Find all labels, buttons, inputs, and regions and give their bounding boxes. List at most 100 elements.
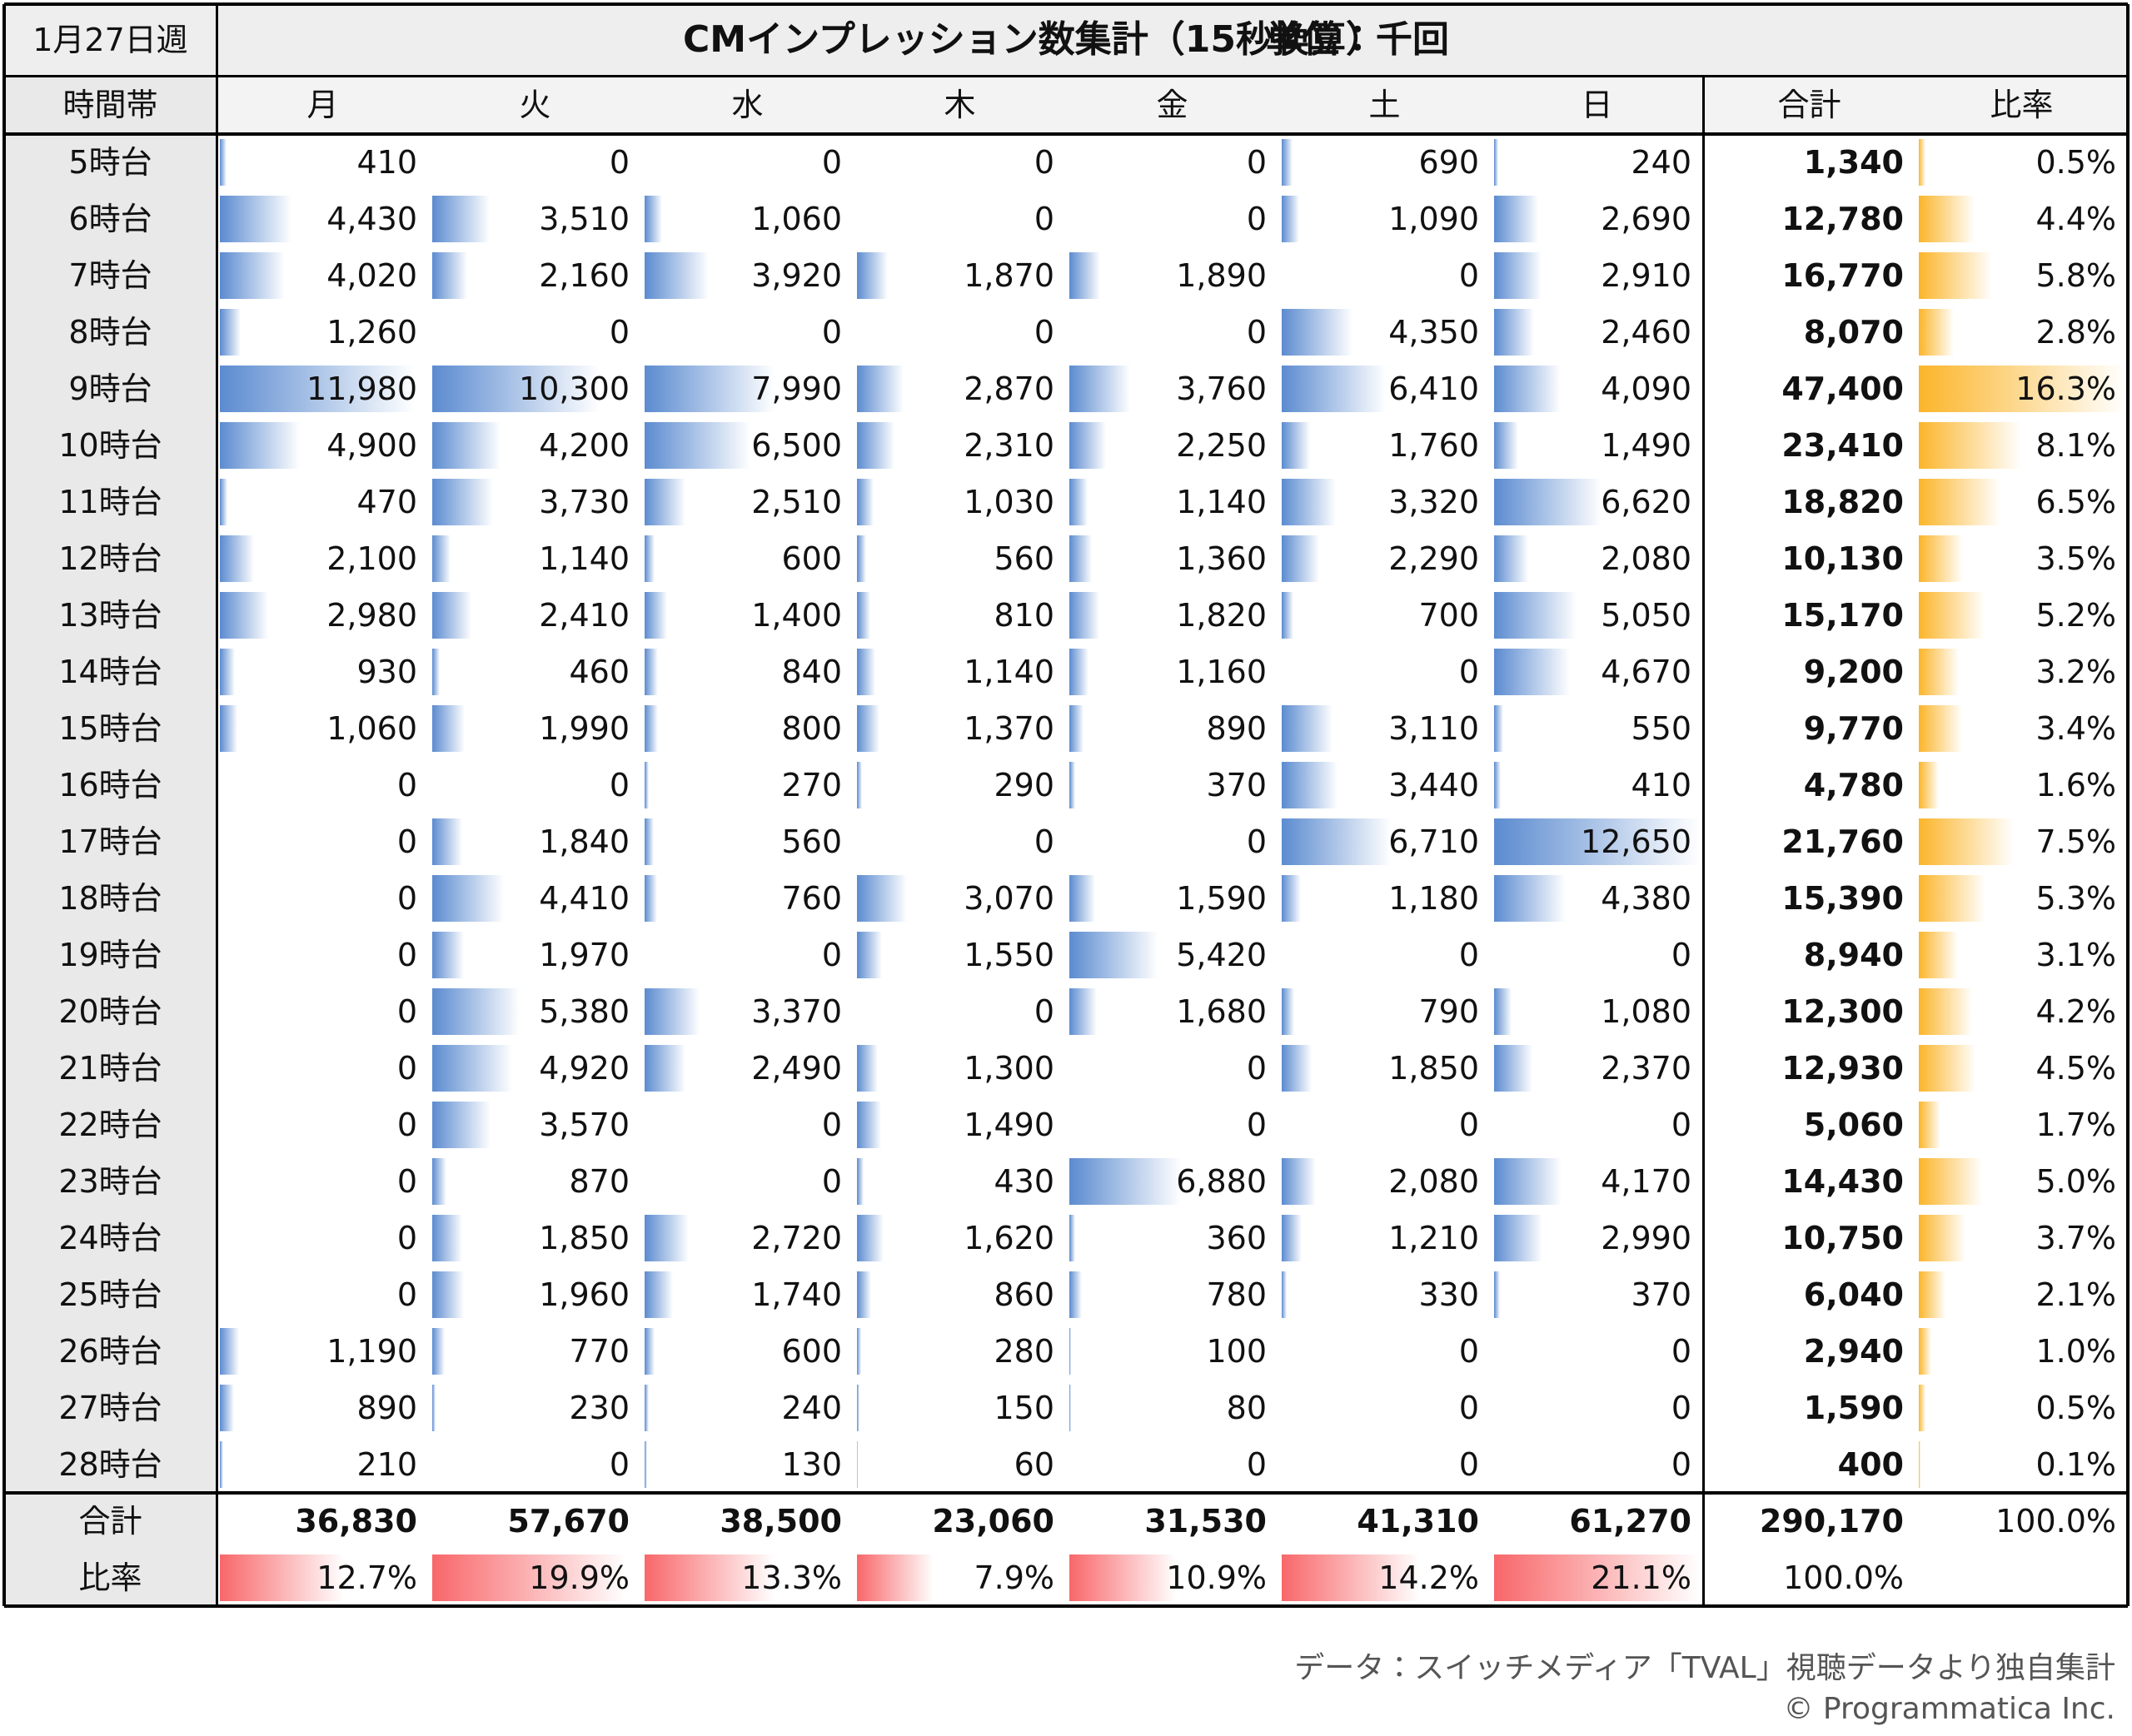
data-bar: [1282, 1554, 1421, 1601]
cell-value: 0: [1671, 1446, 1691, 1483]
data-bar: [1069, 1385, 1071, 1431]
data-bar: [432, 875, 505, 922]
row-ratio: 4.4%: [2035, 201, 2116, 237]
cell-value: 0: [821, 1163, 842, 1200]
cell-value: 4,410: [539, 880, 630, 917]
cell-value: 1,760: [1388, 427, 1479, 464]
row-ratio: 3.1%: [2035, 937, 2116, 973]
data-bar: [857, 252, 888, 299]
data-bar: [1919, 875, 1986, 922]
cell-value: 1,360: [1176, 540, 1267, 577]
data-bar: [1919, 196, 1975, 242]
data-bar: [1069, 762, 1076, 808]
data-bar: [432, 1102, 491, 1148]
row-ratio: 3.4%: [2035, 710, 2116, 747]
hour-label: 14時台: [58, 654, 162, 690]
data-bar: [857, 1554, 934, 1601]
footnote: © Programmatica Inc.: [1783, 1692, 2115, 1726]
data-bar: [432, 1271, 465, 1318]
data-bar: [1282, 1271, 1288, 1318]
data-bar: [1919, 309, 1955, 356]
hour-label: 24時台: [58, 1220, 162, 1256]
cell-value: 4,200: [539, 427, 630, 464]
hour-label: 28時台: [58, 1446, 162, 1483]
data-bar: [857, 479, 874, 525]
row-ratio: 2.8%: [2035, 314, 2116, 351]
cell-value: 5,420: [1176, 937, 1267, 973]
rule: [2, 4, 6, 1606]
row-ratio: 4.5%: [2035, 1050, 2116, 1087]
data-bar: [1069, 592, 1099, 639]
cell-value: 1,620: [964, 1220, 1054, 1256]
row-total: 15,390: [1781, 880, 1904, 917]
cell-value: 1,680: [1176, 993, 1267, 1030]
cell-value: 150: [994, 1390, 1054, 1426]
data-bar: [857, 1441, 859, 1488]
data-bar: [1069, 1554, 1176, 1601]
cell-value: 4,900: [326, 427, 417, 464]
hour-label: 7時台: [68, 257, 152, 294]
cell-value: 1,090: [1388, 201, 1479, 237]
data-bar: [1069, 932, 1158, 978]
data-bar: [1282, 988, 1295, 1035]
cell-value: 0: [1246, 823, 1267, 860]
cell-value: 0: [396, 937, 417, 973]
data-bar: [1069, 479, 1088, 525]
cell-value: 370: [1206, 767, 1267, 803]
data-bar: [432, 1554, 626, 1601]
cell-value: 210: [356, 1446, 417, 1483]
data-bar: [432, 1385, 436, 1431]
row-total: 1,340: [1803, 144, 1904, 181]
data-bar: [220, 366, 415, 412]
data-bar: [857, 762, 862, 808]
row-ratio: 6.5%: [2035, 484, 2116, 520]
data-bar: [1282, 479, 1336, 525]
cell-value: 1,060: [326, 710, 417, 747]
data-bar: [220, 535, 254, 582]
hour-label: 20時台: [58, 993, 162, 1030]
cell-value: 3,370: [751, 993, 842, 1030]
row-ratio: 3.2%: [2035, 654, 2116, 690]
data-bar: [1282, 366, 1387, 412]
data-bar: [1069, 1158, 1182, 1205]
cell-value: 0: [1458, 937, 1479, 973]
row-total: 10,750: [1781, 1220, 1904, 1256]
cell-value: 2,080: [1388, 1163, 1479, 1200]
cell-value: 0: [609, 314, 630, 351]
hour-label: 22時台: [58, 1107, 162, 1143]
cell-value: 460: [569, 654, 630, 690]
cell-value: 0: [1671, 1390, 1691, 1426]
data-bar: [857, 875, 907, 922]
cell-value: 890: [356, 1390, 417, 1426]
cell-value: 0: [1458, 257, 1479, 294]
data-bar: [1282, 309, 1352, 356]
data-bar: [1069, 649, 1088, 695]
data-bar: [1919, 139, 1925, 186]
unit-label: 単位：千回: [1266, 18, 1449, 61]
row-ratio: 0.5%: [2035, 1390, 2116, 1426]
row-ratio: 1.6%: [2035, 767, 2116, 803]
column-total: 61,270: [1569, 1503, 1691, 1540]
data-bar: [220, 422, 300, 469]
data-bar: [1494, 535, 1528, 582]
data-bar: [432, 705, 465, 752]
cell-value: 0: [396, 993, 417, 1030]
data-bar: [1919, 1441, 1920, 1488]
cell-value: 0: [1458, 654, 1479, 690]
row-total: 8,940: [1803, 937, 1904, 973]
cell-value: 0: [1458, 1333, 1479, 1370]
data-bar: [220, 309, 241, 356]
data-bar: [1494, 818, 1700, 865]
cell-value: 600: [781, 1333, 842, 1370]
data-bar: [1282, 818, 1392, 865]
data-bar: [1282, 762, 1338, 808]
hour-label: 16時台: [58, 767, 162, 803]
column-header: 火: [519, 87, 551, 123]
data-bar: [645, 1271, 673, 1318]
cell-value: 1,030: [964, 484, 1054, 520]
data-bar: [1494, 479, 1602, 525]
data-bar: [1069, 988, 1097, 1035]
hour-label: 23時台: [58, 1163, 162, 1200]
data-bar: [1919, 1328, 1932, 1375]
